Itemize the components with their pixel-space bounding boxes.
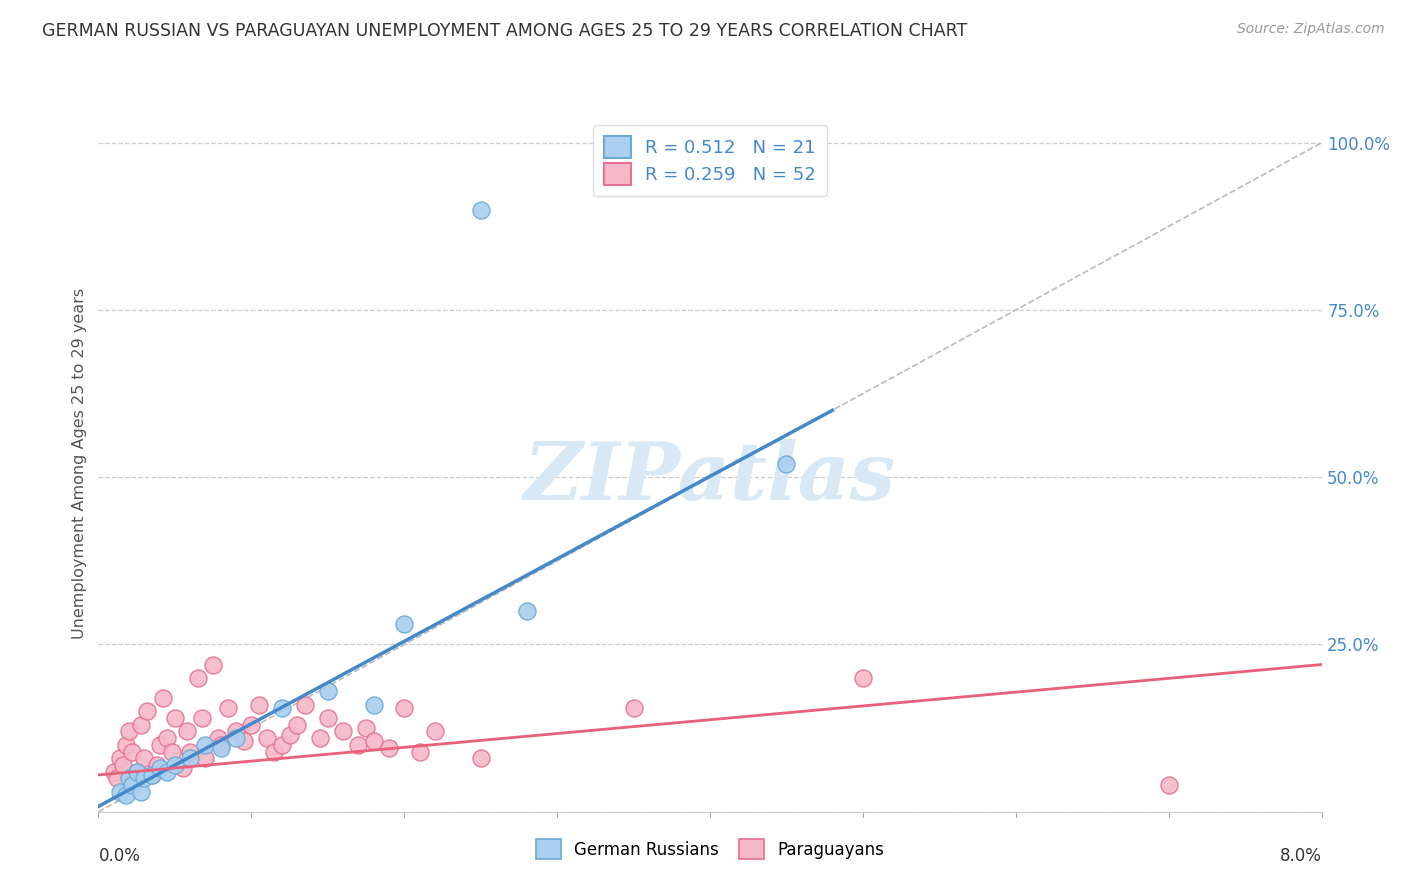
Point [316,684,339,698]
Point [118,771,141,786]
Text: ZIPatlas: ZIPatlas [524,439,896,516]
Point [1157,778,1180,792]
Point [225,731,247,746]
Point [141,768,163,782]
Point [163,758,186,772]
Point [852,671,875,685]
Point [408,744,430,758]
Point [108,785,131,799]
Point [191,711,214,725]
Point [209,741,232,756]
Point [152,690,174,705]
Point [285,717,308,731]
Point [392,701,416,715]
Legend: German Russians, Paraguayans: German Russians, Paraguayans [529,832,891,866]
Point [207,731,229,746]
Point [270,738,294,752]
Point [121,778,143,792]
Text: 0.0%: 0.0% [98,847,141,864]
Point [160,744,183,758]
Point [141,768,163,782]
Point [115,738,138,752]
Point [294,698,316,712]
Point [179,751,201,765]
Point [129,785,152,799]
Point [111,758,134,772]
Point [129,717,152,731]
Point [217,701,239,715]
Point [149,738,172,752]
Point [156,764,179,779]
Point [187,671,209,685]
Point [516,604,538,618]
Point [363,698,385,712]
Point [202,657,225,672]
Text: Source: ZipAtlas.com: Source: ZipAtlas.com [1237,22,1385,37]
Point [347,738,370,752]
Point [105,771,128,786]
Point [194,738,217,752]
Point [470,202,492,217]
Y-axis label: Unemployment Among Ages 25 to 29 years: Unemployment Among Ages 25 to 29 years [72,288,87,640]
Text: GERMAN RUSSIAN VS PARAGUAYAN UNEMPLOYMENT AMONG AGES 25 TO 29 YEARS CORRELATION : GERMAN RUSSIAN VS PARAGUAYAN UNEMPLOYMEN… [42,22,967,40]
Text: 8.0%: 8.0% [1279,847,1322,864]
Point [623,701,645,715]
Point [118,724,141,739]
Point [115,788,138,802]
Point [270,701,294,715]
Point [149,761,172,775]
Point [392,617,416,632]
Point [179,744,201,758]
Point [108,751,131,765]
Point [134,751,156,765]
Point [176,724,198,739]
Point [194,751,217,765]
Point [209,738,232,752]
Point [378,741,401,756]
Point [263,744,285,758]
Point [316,711,339,725]
Point [423,724,446,739]
Point [354,721,377,735]
Point [145,758,167,772]
Point [363,734,385,748]
Point [121,744,143,758]
Point [470,751,492,765]
Point [332,724,354,739]
Point [134,771,156,786]
Point [775,457,797,471]
Point [240,717,263,731]
Point [103,764,125,779]
Point [232,734,254,748]
Point [163,711,186,725]
Point [256,731,278,746]
Point [136,705,159,719]
Point [125,764,148,779]
Point [309,731,332,746]
Point [156,731,179,746]
Point [247,698,270,712]
Point [172,761,194,775]
Point [125,764,148,779]
Point [225,724,247,739]
Point [278,728,301,742]
